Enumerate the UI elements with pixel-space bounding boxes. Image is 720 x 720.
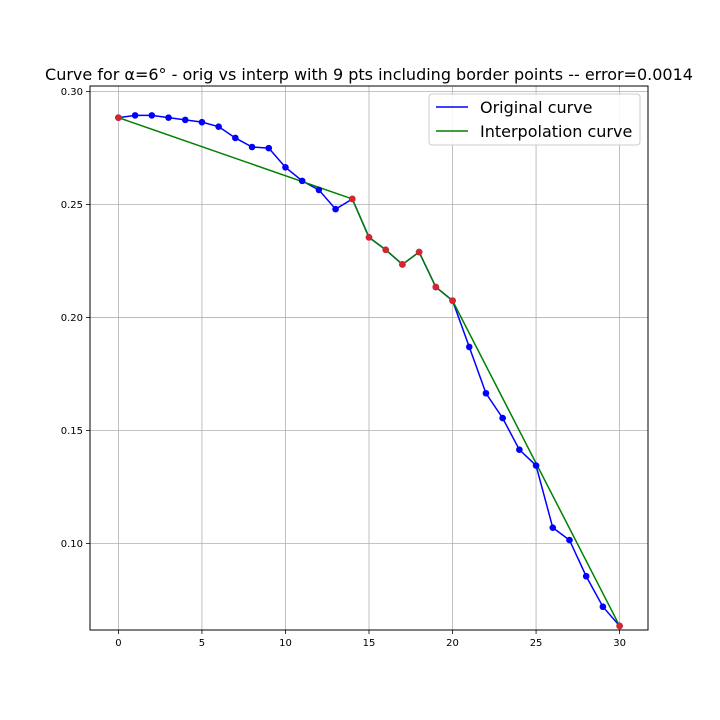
interpolation-point	[382, 246, 390, 254]
x-tick-label: 30	[613, 638, 626, 649]
legend: Original curve Interpolation curve	[428, 93, 641, 146]
interpolation-point	[449, 297, 456, 304]
y-tick-label: 0.15	[61, 426, 83, 437]
original-point	[282, 164, 289, 171]
y-tick-label: 0.10	[61, 539, 83, 550]
original-point	[248, 143, 256, 151]
legend-label-interpolation: Interpolation curve	[480, 122, 632, 141]
original-point	[566, 536, 573, 544]
original-point	[198, 118, 206, 126]
interpolation-point	[415, 248, 423, 256]
original-point	[516, 446, 523, 454]
x-tick-label: 25	[530, 638, 543, 649]
x-tick-label: 0	[115, 638, 121, 649]
y-tick-label: 0.20	[61, 313, 83, 324]
y-tick-label: 0.30	[61, 87, 83, 98]
original-point	[465, 343, 473, 351]
original-point	[315, 186, 323, 194]
y-axis: 0.10 0.15 0.20 0.25 0.30	[61, 87, 90, 550]
original-point	[148, 112, 156, 119]
interpolation-point	[432, 283, 440, 291]
original-point	[232, 134, 239, 142]
chart-title: Curve for α=6° - orig vs interp with 9 p…	[45, 65, 693, 84]
original-point	[298, 177, 306, 185]
series-layer	[115, 112, 623, 630]
interpolation-point	[348, 195, 356, 203]
original-point	[181, 116, 189, 124]
interpolation-point	[365, 234, 373, 241]
original-point	[599, 603, 607, 611]
legend-label-original: Original curve	[480, 98, 593, 117]
original-point	[499, 414, 506, 422]
x-tick-label: 10	[279, 638, 292, 649]
original-point	[165, 114, 172, 121]
original-point	[549, 524, 557, 531]
original-point	[532, 462, 540, 469]
y-tick-label: 0.25	[61, 200, 83, 211]
x-tick-label: 15	[363, 638, 376, 649]
x-tick-label: 5	[199, 638, 205, 649]
legend-frame	[428, 93, 641, 146]
interpolation-point	[115, 114, 122, 121]
original-point	[215, 123, 222, 130]
interpolation-point	[399, 261, 406, 268]
original-point	[582, 572, 590, 580]
interpolation-point	[616, 622, 623, 630]
grid	[90, 86, 648, 630]
original-point	[482, 389, 490, 397]
x-tick-label: 20	[446, 638, 459, 649]
original-point	[131, 112, 139, 119]
x-axis: 0 5 10 15 20 25 30	[115, 630, 626, 649]
original-point	[265, 144, 273, 152]
original-point	[332, 205, 339, 213]
